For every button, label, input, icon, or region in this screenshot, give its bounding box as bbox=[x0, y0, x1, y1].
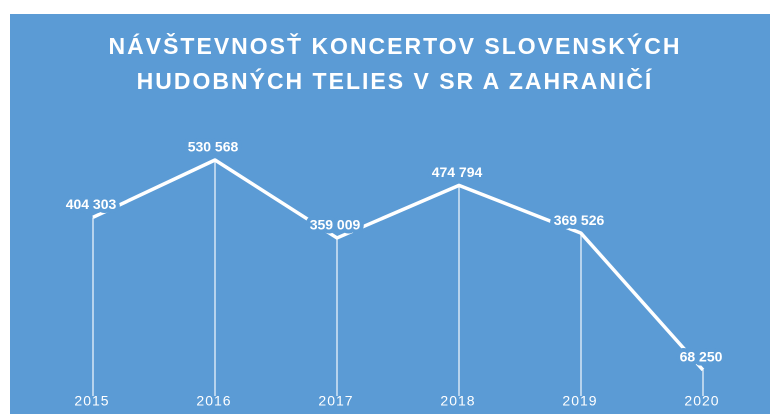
x-tick-label: 2015 bbox=[74, 393, 109, 409]
chart-title: HUDOBNÝCH TELIES V SR A ZAHRANIČÍ bbox=[137, 67, 654, 94]
data-label: 404 303 bbox=[66, 196, 117, 212]
data-label: 369 526 bbox=[554, 212, 605, 228]
x-tick-label: 2017 bbox=[318, 393, 353, 409]
chart-title: NÁVŠTEVNOSŤ KONCERTOV SLOVENSKÝCH bbox=[109, 32, 682, 59]
x-tick-label: 2019 bbox=[562, 393, 597, 409]
x-tick-label: 2016 bbox=[196, 393, 231, 409]
data-label: 359 009 bbox=[310, 217, 361, 233]
data-label: 530 568 bbox=[188, 139, 239, 155]
x-tick-label: 2018 bbox=[440, 393, 475, 409]
data-label: 68 250 bbox=[680, 349, 723, 365]
data-line bbox=[92, 158, 705, 372]
data-label: 474 794 bbox=[432, 164, 483, 180]
x-tick-label: 2020 bbox=[684, 393, 719, 409]
